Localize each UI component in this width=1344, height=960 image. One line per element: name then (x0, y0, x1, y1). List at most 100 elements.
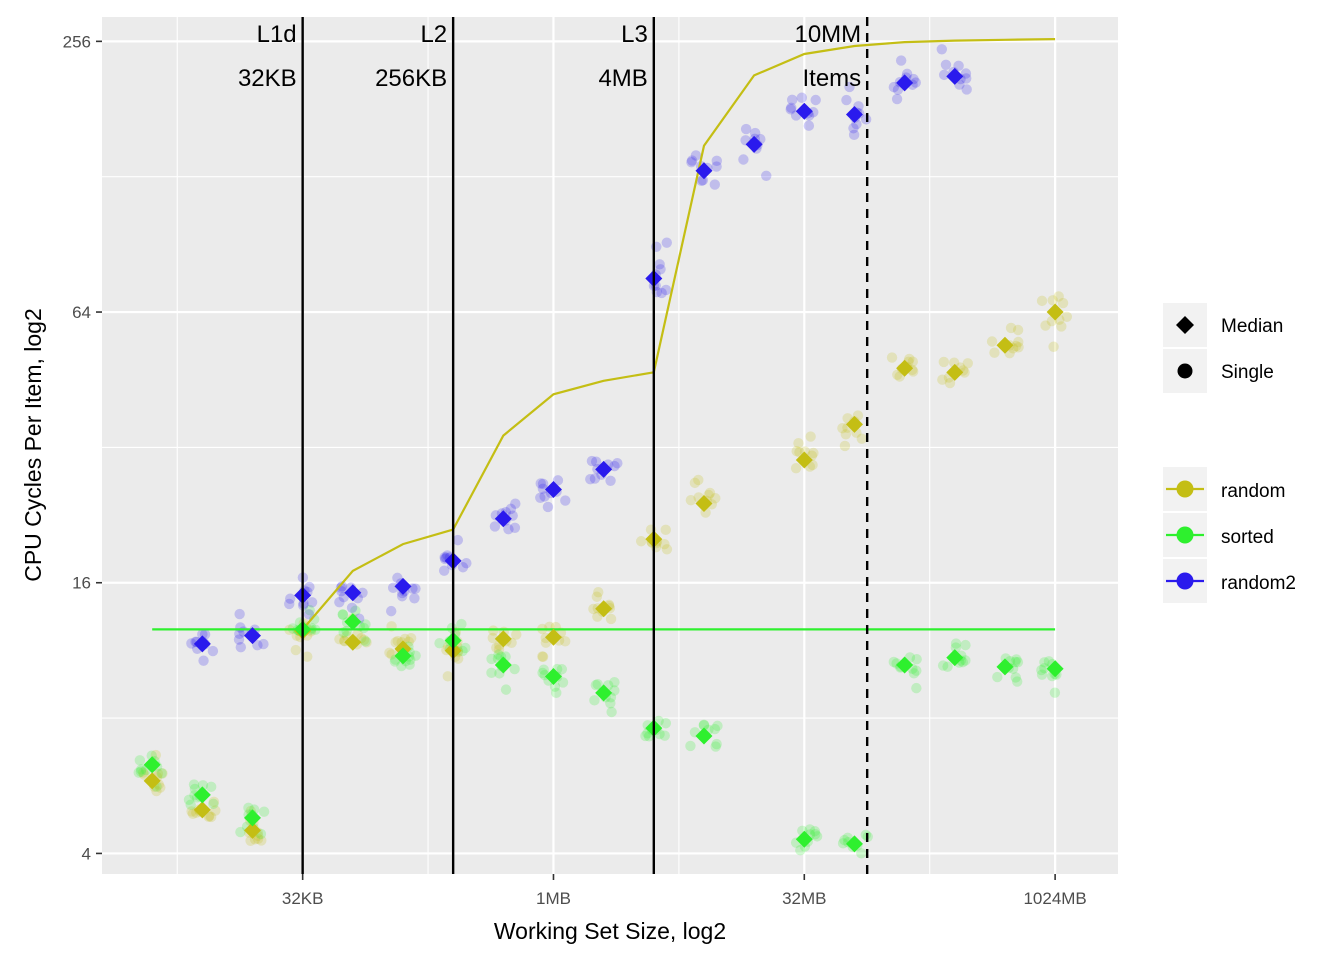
random2-median-point (695, 162, 713, 180)
random2-single-point (392, 572, 403, 584)
sorted-single-point (457, 645, 468, 657)
random-single-point (137, 767, 149, 778)
random-single-point (386, 649, 397, 660)
random2-single-point (709, 179, 721, 190)
random-single-point (710, 493, 721, 504)
random-single-point (487, 632, 498, 644)
sorted-single-point (235, 826, 246, 838)
random-single-point (511, 629, 522, 640)
sorted-median-point (193, 786, 211, 804)
random2-single-point (304, 581, 315, 593)
sorted-single-point (337, 609, 349, 620)
random-single-point (1061, 311, 1073, 323)
random2-single-point (197, 629, 208, 640)
random2-single-point (803, 120, 815, 131)
random-single-point (186, 806, 197, 817)
random2-single-point (409, 593, 420, 604)
random2-single-point (609, 460, 620, 472)
random2-single-point (586, 455, 598, 467)
sorted-single-point (486, 653, 497, 665)
sorted-single-point (197, 780, 209, 791)
x-axis: 32KB 1MB 32MB 1024MB (282, 874, 1087, 908)
random2-single-point (233, 634, 245, 645)
sorted-single-point (456, 618, 467, 630)
legend-random-dot (1176, 480, 1194, 498)
sorted-single-point (804, 824, 816, 835)
random-single-point (493, 644, 505, 655)
random2-single-point (589, 473, 601, 484)
random2-single-point (461, 557, 472, 569)
sorted-single-point (1036, 664, 1047, 676)
random-single-point (302, 651, 313, 662)
random2-single-point (888, 81, 900, 93)
random-single-point (989, 347, 1000, 358)
sorted-single-point (709, 723, 721, 735)
random-single-point (1010, 340, 1022, 352)
random-single-point (948, 357, 960, 368)
sorted-single-point (810, 829, 821, 840)
sorted-single-point (888, 656, 899, 668)
sorted-single-point (942, 661, 953, 672)
random-single-point (537, 651, 549, 663)
random-median-point (544, 628, 562, 646)
random2-single-point (844, 81, 855, 93)
random2-single-point (585, 473, 596, 485)
random2-single-point (740, 123, 752, 135)
random-single-point (358, 634, 370, 646)
random2-single-point (654, 259, 665, 270)
x-tick-label: 1MB (536, 889, 571, 908)
random2-median-point (344, 584, 362, 602)
random-single-point (791, 445, 802, 457)
legend-median-diamond (1176, 316, 1194, 334)
sorted-single-point (795, 844, 806, 856)
sorted-single-point (710, 741, 721, 752)
legend-shape: Median Single (1163, 303, 1283, 393)
y-tick-label: 4 (82, 844, 91, 863)
legend-color: random sorted random2 (1163, 467, 1296, 603)
legend-median-label: Median (1221, 316, 1283, 337)
sorted-single-point (500, 684, 512, 695)
random2-single-point (186, 638, 197, 649)
sorted-single-point (937, 660, 949, 671)
random-single-point (805, 431, 816, 442)
random-single-point (944, 377, 956, 389)
random2-single-point (336, 581, 348, 592)
cache-label-name: L3 (621, 21, 648, 48)
sorted-single-point (911, 682, 922, 694)
random-single-point (390, 637, 401, 648)
sorted-single-point (308, 614, 320, 625)
sorted-single-point (557, 677, 569, 688)
random2-median-point (946, 67, 964, 85)
sorted-single-point (243, 802, 254, 814)
random-single-point (537, 651, 548, 662)
random-single-point (693, 474, 704, 486)
random2-single-point (810, 94, 821, 106)
random2-single-point (258, 638, 269, 650)
random-single-point (661, 544, 673, 555)
random2-single-point (895, 55, 907, 66)
sorted-single-point (188, 779, 200, 790)
sorted-single-point (837, 838, 849, 849)
sorted-median-point (243, 809, 261, 827)
legend-sorted-label: sorted (1221, 527, 1274, 548)
sorted-single-point (605, 698, 616, 709)
random-single-point (886, 352, 898, 363)
random-median-point (494, 630, 512, 648)
sorted-median-point (795, 830, 813, 848)
random-single-point (793, 438, 804, 449)
sorted-single-point (911, 665, 922, 676)
sorted-single-point (712, 720, 723, 732)
random2-median-point (394, 577, 412, 595)
random2-single-point (386, 605, 397, 617)
random-single-point (591, 591, 603, 602)
random-single-point (986, 336, 998, 347)
random-median-point (946, 363, 964, 381)
random2-single-point (303, 609, 315, 620)
random2-single-point (510, 498, 521, 509)
sorted-single-point (134, 755, 146, 766)
random-median-point (243, 821, 261, 839)
random2-single-point (940, 59, 952, 70)
random-median-point (845, 415, 863, 433)
random-median-point (344, 633, 362, 651)
random-median-point (695, 495, 713, 513)
